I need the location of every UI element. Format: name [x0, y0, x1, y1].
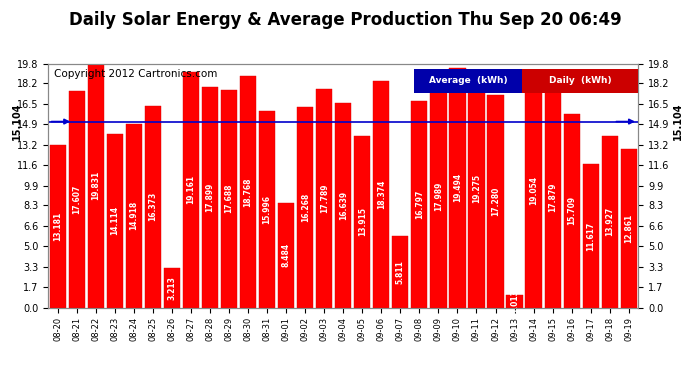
Text: 12.861: 12.861	[624, 214, 633, 243]
Text: 15.709: 15.709	[567, 196, 576, 225]
Bar	[145, 106, 161, 307]
Text: 19.831: 19.831	[91, 171, 100, 200]
Text: Daily Solar Energy & Average Production Thu Sep 20 06:49: Daily Solar Energy & Average Production …	[68, 11, 622, 29]
Bar	[88, 63, 104, 308]
Text: 18.768: 18.768	[244, 177, 253, 207]
Text: 13.915: 13.915	[358, 207, 367, 236]
Text: 3.213: 3.213	[168, 276, 177, 300]
Bar	[469, 70, 484, 308]
Bar	[449, 68, 466, 308]
Bar	[411, 101, 428, 308]
Bar	[259, 111, 275, 308]
Bar	[431, 86, 446, 308]
Text: 11.617: 11.617	[586, 221, 595, 251]
Text: 16.268: 16.268	[301, 193, 310, 222]
Text: Copyright 2012 Cartronics.com: Copyright 2012 Cartronics.com	[55, 69, 217, 79]
Bar	[278, 203, 294, 308]
Text: 17.280: 17.280	[491, 186, 500, 216]
Text: 16.797: 16.797	[415, 189, 424, 219]
Bar	[316, 88, 333, 308]
Text: 14.114: 14.114	[110, 206, 119, 235]
Bar	[202, 87, 218, 308]
Bar	[393, 236, 408, 308]
Text: 15.996: 15.996	[263, 195, 272, 224]
Bar	[544, 87, 561, 308]
Bar	[69, 91, 85, 308]
Text: 19.494: 19.494	[453, 173, 462, 202]
Text: 13.927: 13.927	[605, 207, 614, 236]
Text: Daily  (kWh): Daily (kWh)	[549, 76, 611, 85]
Text: 16.373: 16.373	[148, 192, 157, 221]
Bar	[183, 72, 199, 308]
Text: 17.879: 17.879	[548, 183, 557, 212]
Text: 16.639: 16.639	[339, 190, 348, 220]
Text: 19.054: 19.054	[529, 176, 538, 205]
Text: 19.161: 19.161	[186, 175, 195, 204]
Text: 13.181: 13.181	[53, 212, 62, 241]
Bar	[526, 73, 542, 308]
Bar	[221, 90, 237, 308]
Bar	[107, 134, 123, 308]
Text: 5.811: 5.811	[396, 260, 405, 284]
Text: 1.013: 1.013	[510, 290, 519, 313]
Bar	[373, 81, 389, 308]
Bar	[126, 124, 142, 308]
Bar	[240, 76, 256, 308]
Text: 18.374: 18.374	[377, 180, 386, 209]
Text: 17.688: 17.688	[224, 184, 234, 213]
Text: 17.607: 17.607	[72, 184, 81, 214]
Text: Average  (kWh): Average (kWh)	[428, 76, 507, 85]
Text: 19.275: 19.275	[472, 174, 481, 203]
Bar	[506, 295, 522, 307]
Bar	[50, 145, 66, 308]
Text: 8.484: 8.484	[282, 243, 290, 267]
Bar	[522, 69, 638, 93]
Bar	[582, 165, 599, 308]
Bar	[620, 149, 637, 308]
Text: 17.789: 17.789	[319, 183, 328, 213]
Bar	[297, 107, 313, 308]
Text: 15.104: 15.104	[673, 103, 683, 140]
Text: 15.104: 15.104	[12, 103, 22, 140]
Bar	[414, 69, 522, 93]
Bar	[354, 136, 371, 308]
Text: 14.918: 14.918	[130, 201, 139, 230]
Bar	[335, 103, 351, 308]
Text: 17.899: 17.899	[206, 183, 215, 212]
Bar	[564, 114, 580, 308]
Text: 17.989: 17.989	[434, 182, 443, 212]
Bar	[602, 136, 618, 308]
Bar	[164, 268, 180, 308]
Bar	[487, 95, 504, 308]
